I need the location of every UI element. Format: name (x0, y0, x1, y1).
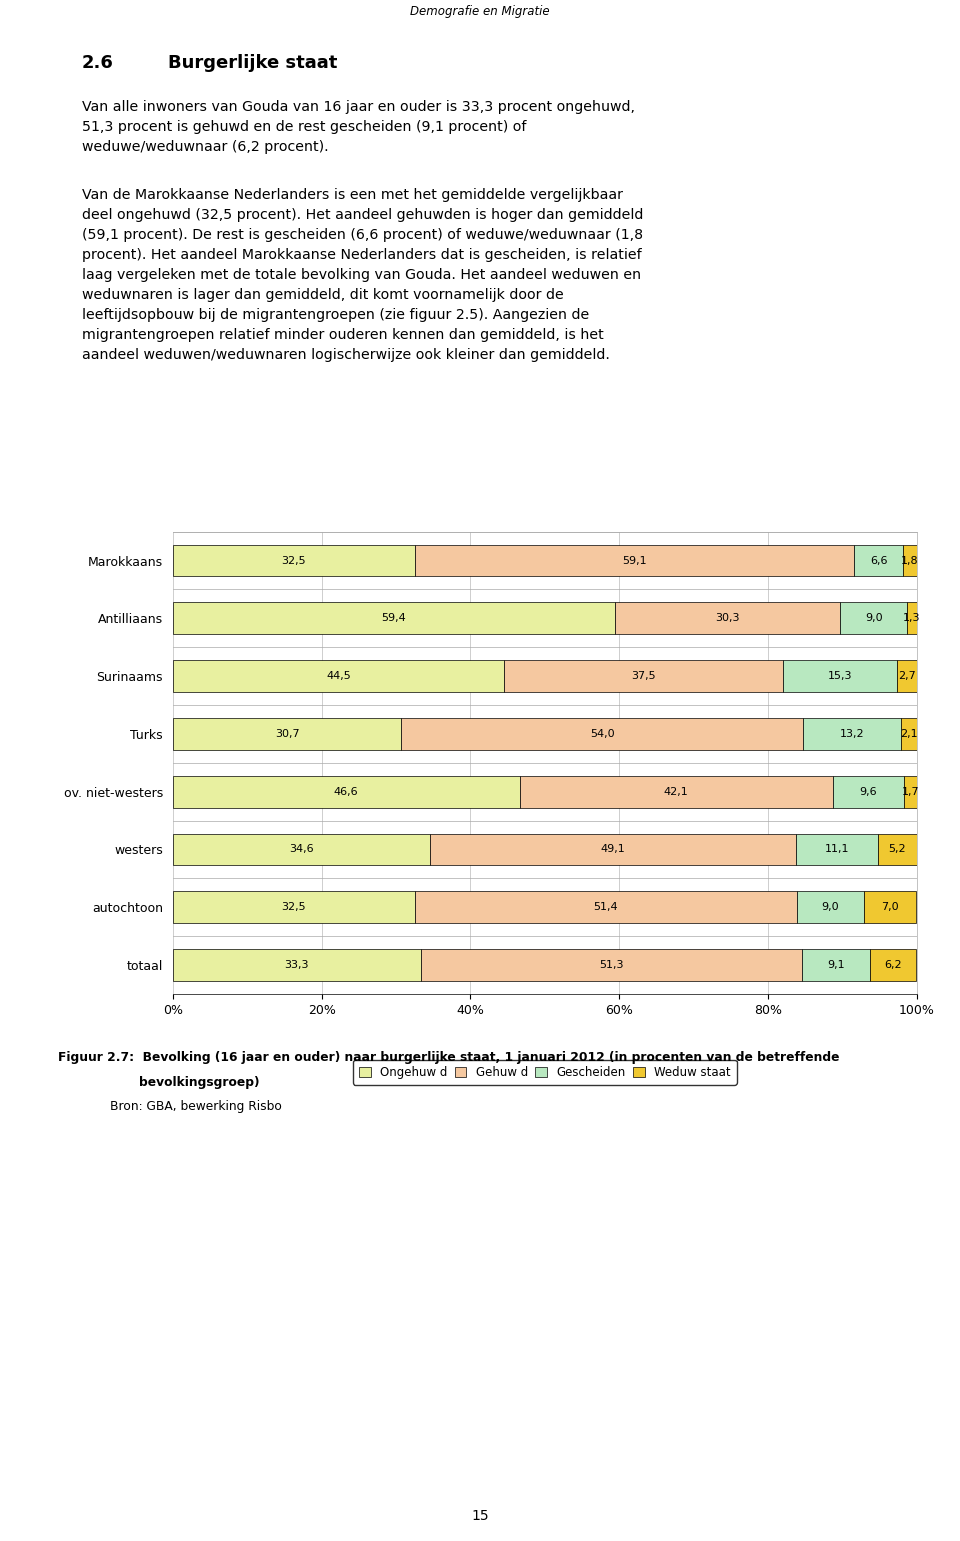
Text: 42,1: 42,1 (663, 787, 688, 797)
Text: 1,3: 1,3 (903, 613, 921, 623)
Bar (803, 718, 901, 750)
Bar (415, 891, 797, 923)
Bar (903, 544, 917, 576)
Text: Burgerlijke staat: Burgerlijke staat (168, 54, 337, 72)
Text: Demografie en Migratie: Demografie en Migratie (410, 5, 550, 18)
Text: 9,1: 9,1 (828, 960, 845, 969)
Text: 59,1: 59,1 (622, 556, 647, 566)
Bar (173, 891, 415, 923)
Text: 30,7: 30,7 (275, 729, 300, 738)
Text: 49,1: 49,1 (601, 844, 625, 854)
Text: 7,0: 7,0 (881, 903, 899, 912)
Text: 32,5: 32,5 (281, 903, 306, 912)
Text: 11,1: 11,1 (825, 844, 849, 854)
Text: Figuur 2.7:  Bevolking (16 jaar en ouder) naar burgerlijke staat, 1 januari 2012: Figuur 2.7: Bevolking (16 jaar en ouder)… (58, 1051, 839, 1063)
Bar (504, 660, 783, 692)
Text: 1,7: 1,7 (901, 787, 920, 797)
Text: 46,6: 46,6 (334, 787, 358, 797)
Text: 2,7: 2,7 (898, 672, 916, 681)
Bar (864, 891, 916, 923)
Bar (519, 775, 832, 807)
Bar (614, 603, 840, 635)
Bar (173, 718, 401, 750)
Text: 34,6: 34,6 (289, 844, 314, 854)
Text: bevolkingsgroep): bevolkingsgroep) (139, 1076, 260, 1088)
Bar (173, 603, 614, 635)
Bar (797, 891, 864, 923)
Text: 15,3: 15,3 (828, 672, 852, 681)
Bar (854, 544, 903, 576)
Text: 33,3: 33,3 (284, 960, 309, 969)
Text: Van de Marokkaanse Nederlanders is een met het gemiddelde vergelijkbaar
deel ong: Van de Marokkaanse Nederlanders is een m… (82, 188, 643, 362)
Text: 6,2: 6,2 (884, 960, 901, 969)
Bar (173, 949, 420, 982)
Bar (420, 949, 803, 982)
Bar (430, 834, 796, 866)
Bar (173, 660, 504, 692)
Text: 9,0: 9,0 (822, 903, 839, 912)
Bar (840, 603, 907, 635)
Text: 15: 15 (471, 1509, 489, 1523)
Bar (173, 834, 430, 866)
Bar (901, 718, 917, 750)
Bar (173, 775, 519, 807)
Text: 59,4: 59,4 (381, 613, 406, 623)
Bar (401, 718, 803, 750)
Legend: Ongehuw d, Gehuw d, Gescheiden, Weduw staat: Ongehuw d, Gehuw d, Gescheiden, Weduw st… (353, 1060, 736, 1085)
Text: 30,3: 30,3 (715, 613, 740, 623)
Bar (796, 834, 878, 866)
Bar (783, 660, 897, 692)
Text: 51,3: 51,3 (599, 960, 624, 969)
Bar (415, 544, 854, 576)
Text: 6,6: 6,6 (870, 556, 888, 566)
Text: Van alle inwoners van Gouda van 16 jaar en ouder is 33,3 procent ongehuwd,
51,3 : Van alle inwoners van Gouda van 16 jaar … (82, 100, 635, 154)
Text: Bron: GBA, bewerking Risbo: Bron: GBA, bewerking Risbo (110, 1100, 282, 1113)
Text: 51,4: 51,4 (593, 903, 618, 912)
Bar (832, 775, 904, 807)
Text: 13,2: 13,2 (840, 729, 864, 738)
Bar (173, 544, 415, 576)
Bar (907, 603, 917, 635)
Bar (897, 660, 917, 692)
Text: 1,8: 1,8 (901, 556, 919, 566)
Bar (803, 949, 870, 982)
Text: 2.6: 2.6 (82, 54, 113, 72)
Text: 2,1: 2,1 (900, 729, 918, 738)
Text: 54,0: 54,0 (589, 729, 614, 738)
Text: 9,0: 9,0 (865, 613, 882, 623)
Bar (870, 949, 916, 982)
Text: 44,5: 44,5 (326, 672, 350, 681)
Text: 5,2: 5,2 (889, 844, 906, 854)
Text: 32,5: 32,5 (281, 556, 306, 566)
Text: 37,5: 37,5 (631, 672, 656, 681)
Bar (878, 834, 917, 866)
Text: 9,6: 9,6 (859, 787, 877, 797)
Bar (904, 775, 917, 807)
